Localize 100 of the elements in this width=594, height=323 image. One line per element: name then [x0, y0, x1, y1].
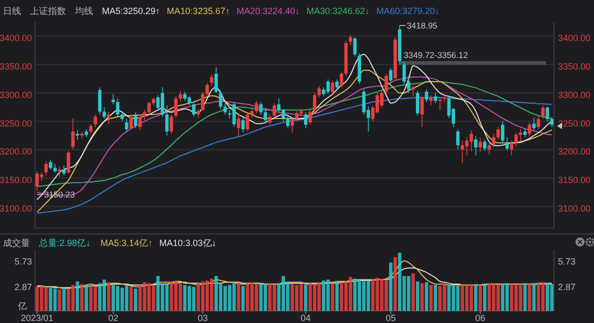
bar [66, 288, 70, 311]
candlestick [541, 105, 545, 120]
candlestick [71, 118, 75, 150]
candlestick [456, 128, 460, 150]
candlestick [416, 90, 420, 116]
bar [510, 284, 514, 311]
candlestick [201, 91, 204, 112]
bar [254, 284, 258, 311]
candlestick [44, 160, 48, 176]
candlestick [335, 78, 339, 90]
candlestick [89, 124, 93, 134]
bar [460, 284, 464, 311]
bar [478, 284, 482, 311]
candlestick [264, 110, 268, 124]
candlestick [218, 90, 222, 110]
candlestick [134, 112, 138, 129]
candlestick [120, 112, 124, 122]
text: MA10:3235.67↑ [166, 6, 230, 16]
candlestick [210, 74, 214, 87]
x-tick-label: 2023/01 [20, 313, 54, 323]
bar [389, 262, 392, 311]
candlestick [362, 89, 366, 115]
text: MA30:3246.62↓ [306, 6, 370, 16]
candlestick [402, 60, 406, 84]
candlestick [550, 116, 554, 128]
y-tick-label: 3200.00 [0, 146, 32, 157]
y-tick-label: 2.87 [14, 282, 32, 292]
chart-title: 上证指数 [30, 6, 66, 16]
line-series [36, 70, 552, 213]
candlestick [510, 140, 514, 156]
bar [76, 281, 80, 311]
text: 均线 [74, 6, 93, 16]
y-tick-label: 3400.00 [0, 33, 32, 44]
candlestick [312, 92, 316, 112]
text: 日线 [3, 6, 21, 16]
candlestick [438, 97, 442, 110]
candlestick [290, 116, 294, 134]
candlestick [112, 94, 115, 105]
candlestick [389, 68, 392, 84]
candlestick [460, 140, 464, 164]
bar [124, 284, 128, 311]
candlestick [326, 78, 330, 94]
bar [546, 283, 550, 311]
bar [134, 288, 138, 311]
bar [330, 283, 334, 311]
y-tick-label: 3350.00 [0, 62, 32, 72]
y-tick-label: 3150.00 [0, 175, 32, 186]
candlestick [277, 98, 281, 113]
candlestick [295, 110, 298, 122]
y2-tick-label: 3400.00 [558, 33, 591, 44]
candlestick [514, 132, 518, 147]
candlestick [232, 102, 236, 128]
bar [84, 284, 88, 311]
candlestick [483, 139, 486, 152]
candlestick [272, 102, 276, 118]
candlestick [142, 110, 146, 121]
bar [416, 281, 420, 311]
candlestick [492, 133, 496, 148]
candlestick [478, 136, 482, 152]
bar [183, 284, 187, 311]
text: MA20:3224.40↓ [236, 6, 300, 16]
text: MA10:3.03亿↓ [159, 238, 216, 248]
x-tick-label: 04 [300, 313, 311, 323]
bar [474, 284, 478, 311]
bar [304, 284, 308, 311]
bar [528, 284, 532, 311]
candlestick [528, 122, 532, 136]
bar [259, 283, 263, 311]
bar [44, 288, 48, 311]
candlestick [102, 106, 106, 119]
candlestick [268, 114, 272, 126]
bar [264, 284, 268, 311]
bar [406, 276, 410, 311]
candlestick [196, 108, 200, 118]
candlestick [76, 129, 80, 140]
candlestick [94, 114, 97, 128]
bar [129, 286, 133, 311]
candlestick [129, 114, 133, 130]
bar [483, 284, 486, 311]
candlestick [353, 36, 357, 58]
candlestick [174, 96, 178, 118]
bar [442, 284, 446, 311]
bar [447, 284, 451, 311]
y2-tick-label: 3350.00 [558, 62, 591, 72]
bar [107, 282, 110, 311]
candlestick [505, 136, 509, 152]
candlestick [536, 116, 540, 130]
text: MA5:3.14亿↑ [100, 238, 153, 248]
bar [394, 257, 397, 311]
bar [523, 283, 527, 311]
band-label: 3349.72-3356.12 [404, 50, 468, 60]
bar [232, 283, 236, 311]
y2-tick-label: 3150.00 [558, 175, 591, 186]
candlestick [116, 98, 120, 118]
line-series [36, 260, 552, 290]
text: MA5:3250.29↑ [102, 6, 160, 16]
bar [89, 286, 93, 311]
bar [48, 288, 52, 311]
y-tick-label: 3300.00 [0, 90, 32, 100]
bar [236, 283, 240, 311]
